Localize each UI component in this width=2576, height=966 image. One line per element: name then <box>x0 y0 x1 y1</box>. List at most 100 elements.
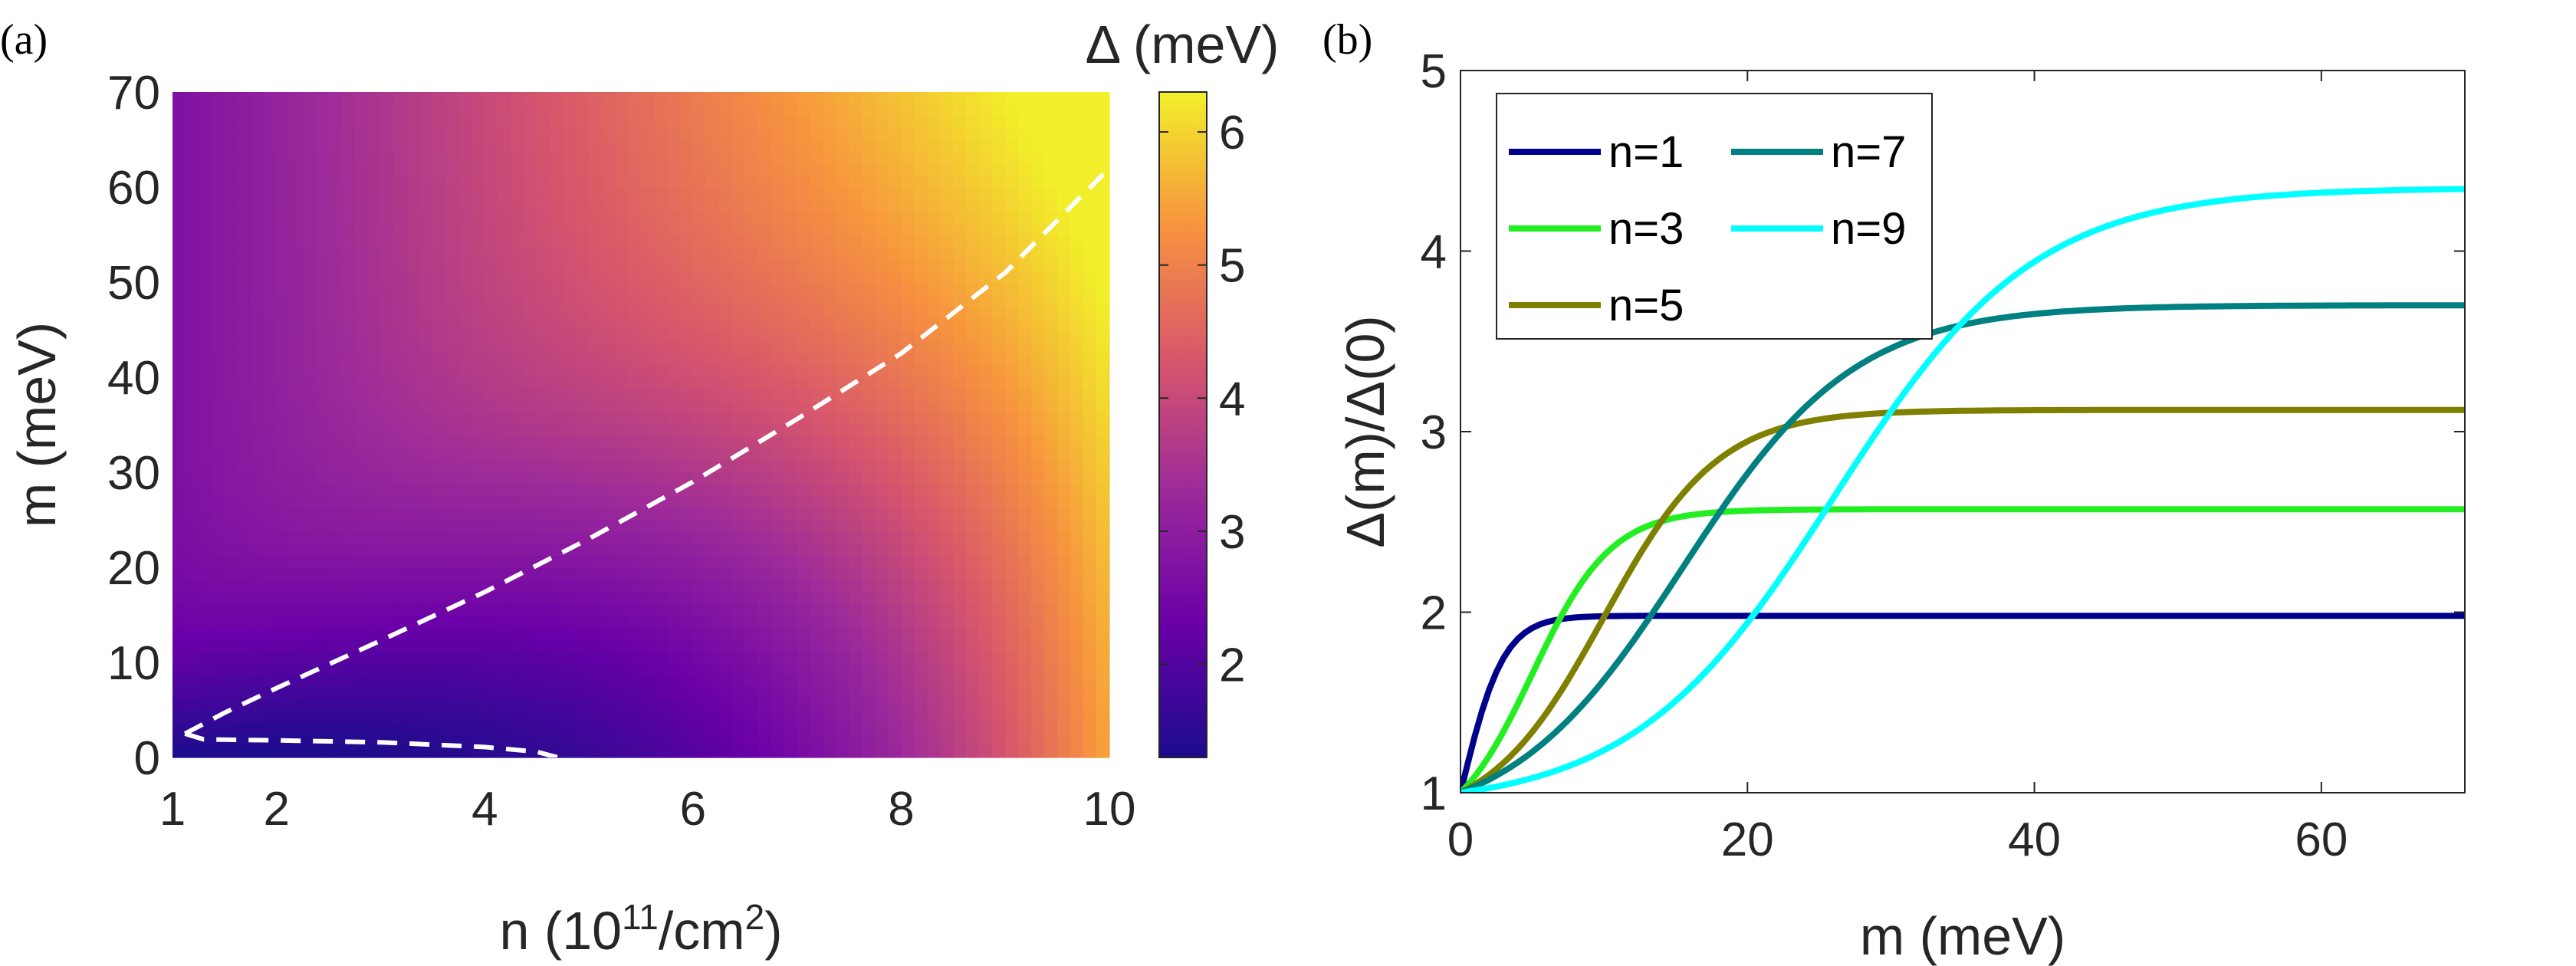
heatmap-cell <box>875 734 889 747</box>
heatmap-cell <box>641 104 655 117</box>
heatmap-cell <box>1044 603 1058 616</box>
heatmap-cell <box>472 270 485 283</box>
heatmap-cell <box>888 626 902 639</box>
colorbar-tick-label: 3 <box>1219 506 1245 559</box>
heatmap-cell <box>250 270 264 283</box>
heatmap-cell <box>485 710 498 723</box>
heatmap-cell <box>927 531 941 544</box>
heatmap-cell <box>966 175 980 188</box>
heatmap-cell <box>485 306 498 319</box>
heatmap-cell <box>263 555 278 568</box>
heatmap-cell <box>1070 579 1084 592</box>
heatmap-cell <box>511 639 524 652</box>
heatmap-cell <box>472 425 485 438</box>
heatmap-cell <box>263 544 278 557</box>
heatmap-cell <box>718 163 733 176</box>
heatmap-cell <box>836 211 850 224</box>
heatmap-cell <box>875 686 889 699</box>
heatmap-cell <box>511 294 524 307</box>
heatmap-cell <box>1083 579 1097 592</box>
heatmap-cell <box>770 686 785 699</box>
heatmap-cell <box>498 520 511 533</box>
heatmap-cell <box>537 222 550 235</box>
heatmap-cell <box>237 639 251 652</box>
heatmap-cell <box>302 104 317 117</box>
heatmap-cell <box>367 187 382 200</box>
heatmap-cell <box>237 460 251 473</box>
heatmap-cell <box>289 496 304 509</box>
heatmap-cell <box>615 104 629 117</box>
heatmap-cell <box>770 436 785 449</box>
heatmap-cell <box>927 246 941 259</box>
heatmap-cell <box>718 270 733 283</box>
heatmap-cell <box>797 258 811 271</box>
heatmap-cell <box>172 222 186 235</box>
heatmap-cell <box>537 127 550 140</box>
heatmap-cell <box>550 127 564 140</box>
heatmap-cell <box>537 508 550 521</box>
heatmap-cell <box>563 306 577 319</box>
heatmap-cell <box>731 282 746 295</box>
heatmap-cell <box>705 116 720 129</box>
heatmap-cell <box>406 544 421 557</box>
heatmap-cell <box>263 294 278 307</box>
heatmap-cell <box>628 460 642 473</box>
heatmap-cell <box>875 127 889 140</box>
heatmap-cell <box>250 425 264 438</box>
heatmap-cell <box>354 615 369 628</box>
heatmap-cell <box>1005 710 1019 723</box>
heatmap-cell <box>953 449 967 462</box>
heatmap-cell <box>341 151 356 164</box>
heatmap-cell <box>419 626 434 639</box>
heatmap-cell <box>731 710 746 723</box>
heatmap-cell <box>862 674 876 687</box>
heatmap-cell <box>237 579 251 592</box>
heatmap-cell <box>406 317 421 330</box>
heatmap-cell <box>393 104 408 117</box>
heatmap-cell <box>666 472 681 485</box>
heatmap-cell <box>718 567 733 580</box>
heatmap-cell <box>862 460 876 473</box>
heatmap-cell <box>589 639 603 652</box>
heatmap-cell <box>992 615 1006 628</box>
heatmap-cell <box>836 187 850 200</box>
heatmap-cell <box>1070 246 1084 259</box>
heatmap-cell <box>419 151 434 164</box>
heatmap-cell <box>250 484 264 497</box>
heatmap-cell <box>862 555 876 568</box>
heatmap-cell <box>289 449 304 462</box>
heatmap-cell <box>615 127 629 140</box>
heatmap-cell <box>862 745 876 758</box>
heatmap-cell <box>731 127 746 140</box>
heatmap-cell <box>979 187 993 200</box>
x-label-sup1: 11 <box>622 897 659 937</box>
heatmap-cell <box>705 567 720 580</box>
heatmap-cell <box>563 412 577 426</box>
heatmap-cell <box>692 104 707 117</box>
heatmap-cell <box>341 235 356 248</box>
heatmap-cell <box>524 686 537 699</box>
heatmap-cell <box>315 650 330 663</box>
heatmap-cell <box>666 698 681 711</box>
heatmap-cell <box>263 698 278 711</box>
heatmap-cell <box>458 520 472 533</box>
heatmap-cell <box>172 377 186 390</box>
heatmap-cell <box>172 235 186 248</box>
heatmap-cell <box>757 104 772 117</box>
heatmap-cell <box>185 615 199 628</box>
heatmap-cell <box>888 603 902 616</box>
heatmap-cell <box>524 698 537 711</box>
heatmap-cell <box>653 460 668 473</box>
heatmap-cell <box>445 116 459 129</box>
heatmap-cell <box>757 258 772 271</box>
heatmap-cell <box>511 650 524 663</box>
heatmap-cell <box>263 389 278 402</box>
heatmap-cell <box>250 591 264 604</box>
heatmap-cell <box>653 401 668 414</box>
heatmap-cell <box>744 567 759 580</box>
heatmap-cell <box>1018 520 1032 533</box>
heatmap-cell <box>589 235 603 248</box>
heatmap-cell <box>940 531 954 544</box>
heatmap-cell <box>1005 615 1019 628</box>
